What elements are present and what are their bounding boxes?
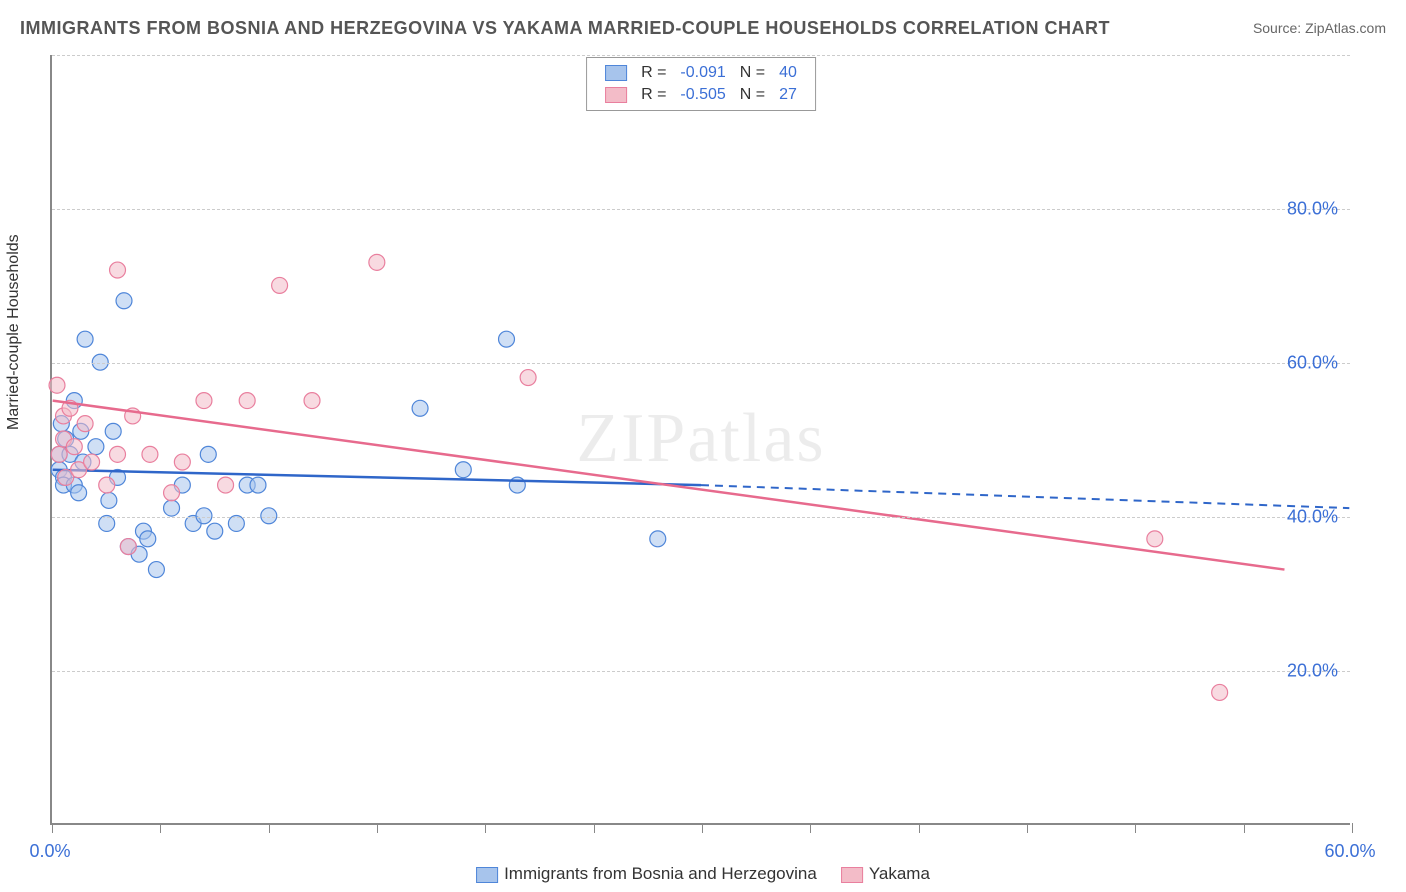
data-point-bosnia — [412, 400, 428, 416]
data-point-yakama — [77, 416, 93, 432]
legend-series-item-yakama: Yakama — [841, 864, 930, 884]
data-point-bosnia — [250, 477, 266, 493]
y-tick-label: 20.0% — [1287, 661, 1338, 682]
y-axis-label: Married-couple Households — [5, 234, 23, 430]
legend-r-value-yakama: -0.505 — [674, 85, 731, 105]
data-point-yakama — [520, 370, 536, 386]
x-tick — [810, 823, 811, 833]
x-tick — [485, 823, 486, 833]
data-point-bosnia — [101, 492, 117, 508]
data-point-bosnia — [207, 523, 223, 539]
data-point-yakama — [49, 377, 65, 393]
data-point-bosnia — [455, 462, 471, 478]
x-tick — [377, 823, 378, 833]
plot-svg — [52, 55, 1350, 823]
x-tick-label: 60.0% — [1324, 841, 1375, 862]
plot-area: ZIPatlas R =-0.091N =40R =-0.505N =27 20… — [50, 55, 1350, 825]
x-tick — [1352, 823, 1353, 833]
legend-swatch-yakama — [605, 87, 627, 103]
gridline-h — [52, 55, 1350, 56]
data-point-yakama — [239, 393, 255, 409]
data-point-bosnia — [650, 531, 666, 547]
data-point-bosnia — [200, 446, 216, 462]
source-label: Source: ZipAtlas.com — [1253, 20, 1386, 36]
data-point-bosnia — [196, 508, 212, 524]
legend-correlation: R =-0.091N =40R =-0.505N =27 — [586, 57, 816, 111]
data-point-bosnia — [261, 508, 277, 524]
data-point-yakama — [1147, 531, 1163, 547]
data-point-yakama — [120, 539, 136, 555]
x-tick — [919, 823, 920, 833]
data-point-yakama — [218, 477, 234, 493]
data-point-yakama — [304, 393, 320, 409]
data-point-bosnia — [140, 531, 156, 547]
gridline-h — [52, 517, 1350, 518]
trendline-yakama — [53, 401, 1285, 570]
chart-container: IMMIGRANTS FROM BOSNIA AND HERZEGOVINA V… — [0, 0, 1406, 892]
y-tick-label: 40.0% — [1287, 507, 1338, 528]
x-tick — [1244, 823, 1245, 833]
x-tick — [594, 823, 595, 833]
data-point-bosnia — [105, 423, 121, 439]
data-point-bosnia — [116, 293, 132, 309]
x-tick — [269, 823, 270, 833]
x-tick-label: 0.0% — [29, 841, 70, 862]
legend-series-swatch-yakama — [841, 867, 863, 883]
data-point-yakama — [142, 446, 158, 462]
legend-row-bosnia: R =-0.091N =40 — [599, 63, 803, 83]
x-tick — [1027, 823, 1028, 833]
data-point-yakama — [110, 262, 126, 278]
legend-n-label: N = — [734, 63, 771, 83]
legend-series: Immigrants from Bosnia and Herzegovina Ya… — [476, 864, 930, 884]
legend-n-label: N = — [734, 85, 771, 105]
data-point-yakama — [196, 393, 212, 409]
y-tick-label: 60.0% — [1287, 353, 1338, 374]
legend-r-label: R = — [635, 85, 672, 105]
legend-swatch-bosnia — [605, 65, 627, 81]
legend-series-label-yakama: Yakama — [869, 864, 930, 883]
data-point-bosnia — [71, 485, 87, 501]
data-point-yakama — [164, 485, 180, 501]
data-point-bosnia — [148, 562, 164, 578]
legend-r-value-bosnia: -0.091 — [674, 63, 731, 83]
legend-r-label: R = — [635, 63, 672, 83]
x-tick — [702, 823, 703, 833]
gridline-h — [52, 363, 1350, 364]
x-tick — [52, 823, 53, 833]
data-point-yakama — [51, 446, 67, 462]
gridline-h — [52, 209, 1350, 210]
data-point-yakama — [272, 277, 288, 293]
data-point-yakama — [110, 446, 126, 462]
data-point-yakama — [84, 454, 100, 470]
legend-series-label-bosnia: Immigrants from Bosnia and Herzegovina — [504, 864, 817, 883]
gridline-h — [52, 671, 1350, 672]
x-tick — [160, 823, 161, 833]
data-point-bosnia — [88, 439, 104, 455]
legend-n-value-bosnia: 40 — [773, 63, 803, 83]
chart-title: IMMIGRANTS FROM BOSNIA AND HERZEGOVINA V… — [20, 18, 1110, 39]
data-point-yakama — [66, 439, 82, 455]
data-point-yakama — [99, 477, 115, 493]
x-tick — [1135, 823, 1136, 833]
legend-correlation-table: R =-0.091N =40R =-0.505N =27 — [597, 61, 805, 107]
data-point-yakama — [174, 454, 190, 470]
data-point-bosnia — [499, 331, 515, 347]
data-point-bosnia — [164, 500, 180, 516]
data-point-bosnia — [77, 331, 93, 347]
data-point-yakama — [369, 254, 385, 270]
trendline-dash-bosnia — [701, 485, 1349, 508]
legend-n-value-yakama: 27 — [773, 85, 803, 105]
data-point-yakama — [1212, 684, 1228, 700]
legend-series-item-bosnia: Immigrants from Bosnia and Herzegovina — [476, 864, 817, 884]
legend-row-yakama: R =-0.505N =27 — [599, 85, 803, 105]
legend-series-swatch-bosnia — [476, 867, 498, 883]
y-tick-label: 80.0% — [1287, 199, 1338, 220]
